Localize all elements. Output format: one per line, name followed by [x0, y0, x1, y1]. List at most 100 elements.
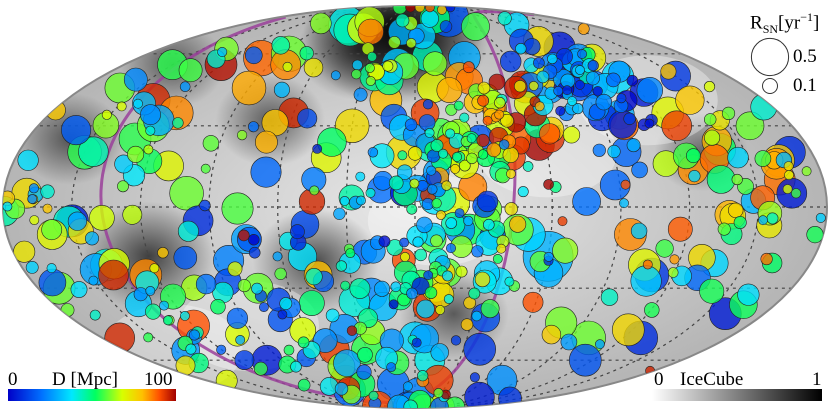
source-point	[453, 100, 464, 111]
source-point	[595, 339, 605, 350]
source-point	[179, 310, 190, 321]
source-point	[727, 202, 744, 219]
source-point	[386, 362, 397, 372]
source-point	[88, 275, 99, 286]
source-point	[667, 267, 679, 278]
source-point	[623, 112, 636, 126]
source-point	[178, 58, 203, 83]
source-point	[140, 104, 161, 126]
source-point	[471, 310, 482, 322]
source-point	[67, 211, 87, 231]
source-point	[416, 299, 435, 319]
source-point	[279, 297, 293, 310]
source-point	[345, 248, 356, 258]
source-point	[766, 212, 779, 225]
source-point	[536, 70, 550, 84]
source-point	[500, 113, 514, 128]
source-point	[717, 222, 731, 236]
source-point	[661, 110, 693, 142]
source-point	[388, 175, 404, 191]
source-point	[686, 148, 701, 164]
source-point	[245, 46, 263, 65]
source-point	[122, 204, 143, 225]
source-point	[423, 270, 434, 281]
source-point	[46, 263, 57, 274]
source-point	[669, 254, 680, 265]
source-point	[541, 324, 562, 345]
source-point	[85, 231, 100, 246]
source-point	[250, 156, 282, 188]
source-point	[133, 98, 143, 109]
source-point	[365, 76, 376, 86]
source-point	[703, 113, 717, 126]
source-point	[441, 180, 452, 191]
source-point	[400, 251, 410, 262]
source-point	[405, 6, 416, 13]
source-point	[368, 390, 379, 401]
source-point	[704, 129, 721, 146]
source-point	[149, 263, 160, 274]
source-point	[29, 215, 40, 225]
source-point	[335, 260, 348, 272]
source-point	[436, 77, 463, 104]
source-point	[424, 127, 435, 138]
source-point	[406, 287, 418, 300]
source-point	[815, 212, 826, 223]
source-point	[555, 105, 566, 116]
source-point	[334, 382, 349, 396]
source-point	[422, 99, 434, 110]
source-point	[317, 127, 347, 157]
source-point	[801, 166, 812, 177]
source-point	[40, 184, 55, 199]
source-point	[388, 35, 401, 49]
source-point	[595, 93, 612, 111]
source-point	[699, 278, 725, 304]
source-point	[644, 302, 660, 318]
source-point	[731, 173, 743, 186]
source-point	[575, 79, 585, 90]
source-point	[567, 96, 577, 106]
source-point	[373, 280, 390, 297]
source-point	[403, 399, 418, 408]
source-point	[45, 99, 66, 121]
source-point	[199, 199, 211, 212]
source-point	[226, 307, 248, 329]
source-point	[234, 350, 255, 371]
source-point	[480, 299, 500, 319]
source-point	[430, 139, 444, 152]
source-point	[476, 133, 490, 147]
source-point	[562, 126, 581, 144]
source-point	[78, 136, 109, 167]
source-point	[162, 315, 173, 326]
source-point	[195, 273, 217, 295]
source-point	[522, 291, 544, 313]
source-point	[299, 46, 314, 61]
source-point	[13, 240, 36, 263]
source-point	[418, 114, 436, 131]
source-point	[104, 322, 135, 354]
source-point	[364, 63, 375, 73]
source-point	[339, 195, 350, 206]
source-point	[365, 187, 376, 198]
source-point	[528, 81, 539, 91]
source-point	[378, 235, 391, 248]
source-point	[572, 102, 584, 115]
source-point	[412, 236, 424, 248]
size-legend-label-small: 0.1	[793, 75, 817, 96]
source-point	[202, 135, 220, 152]
source-point	[367, 51, 377, 62]
source-point	[642, 259, 653, 270]
source-point	[660, 63, 677, 80]
source-point	[123, 67, 148, 92]
source-point	[101, 109, 112, 120]
source-point	[325, 308, 340, 323]
size-legend-label-large: 0.5	[793, 46, 817, 67]
source-point	[435, 304, 445, 315]
source-point	[806, 226, 824, 244]
source-point	[509, 215, 527, 233]
source-point	[253, 361, 268, 376]
source-point	[127, 145, 145, 163]
source-point	[145, 125, 156, 136]
source-point	[399, 237, 409, 248]
source-point	[145, 303, 162, 320]
